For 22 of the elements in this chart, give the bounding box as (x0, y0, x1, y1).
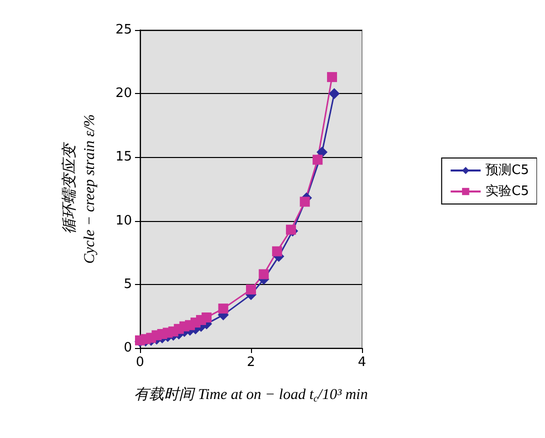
point (328, 88, 340, 100)
y-tick-label: 15 (115, 150, 132, 165)
y-tick-label: 0 (124, 340, 132, 356)
point (218, 304, 228, 314)
y-tick-label: 10 (115, 213, 132, 228)
point (286, 224, 296, 235)
x-tick-label: 4 (358, 355, 366, 370)
point (246, 284, 256, 294)
x-tick-label: 2 (246, 355, 256, 370)
point (312, 154, 323, 165)
x-tick-label: 0 (136, 355, 144, 370)
legend-label: 预测C5 (486, 163, 530, 178)
legend-label: 实验C5 (486, 184, 530, 199)
y-tick-label: 5 (124, 276, 132, 292)
y-tick-label: 20 (115, 86, 132, 102)
point (300, 196, 310, 207)
y-tick-label: 25 (115, 22, 132, 38)
point (272, 246, 282, 256)
point (258, 269, 269, 280)
point (202, 312, 212, 322)
point (327, 72, 338, 82)
y-axis-title: 循环蠕变应变 Cycle − creep strain ε/% (61, 114, 98, 264)
